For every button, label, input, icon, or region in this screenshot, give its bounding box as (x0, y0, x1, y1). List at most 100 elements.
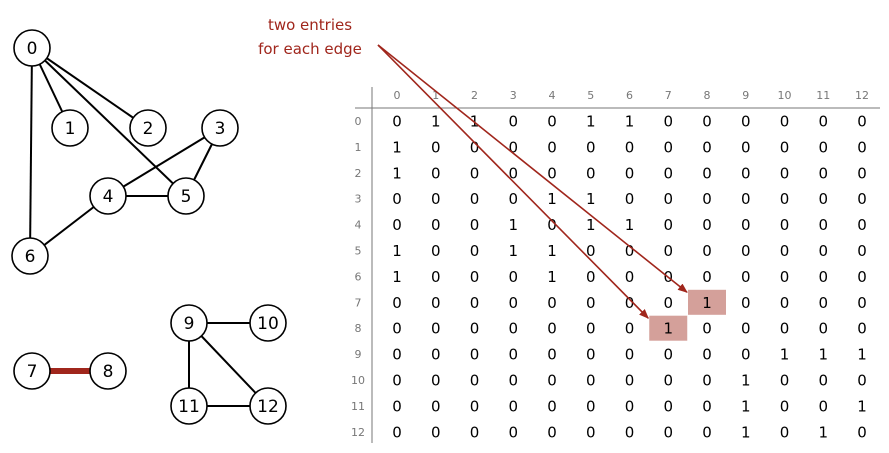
matrix-cell-3-7: 0 (663, 190, 673, 208)
vertex-label: 9 (184, 314, 195, 334)
matrix-cell-6-5: 0 (586, 268, 596, 286)
vertex-label: 11 (178, 397, 200, 417)
matrix-cell-9-4: 0 (547, 346, 557, 364)
matrix-cell-10-7: 0 (663, 372, 673, 390)
column-header-0: 0 (394, 89, 401, 102)
matrix-cell-5-0: 1 (392, 242, 402, 260)
matrix-cell-10-0: 0 (392, 372, 402, 390)
matrix-cell-1-7: 0 (663, 138, 673, 156)
matrix-cell-9-1: 0 (431, 346, 441, 364)
matrix-cell-0-12: 0 (857, 113, 867, 131)
graph-vertex-9: 9 (170, 304, 208, 342)
row-header-12: 12 (351, 426, 365, 439)
graph-vertex-4: 4 (89, 177, 127, 215)
matrix-cell-2-0: 1 (392, 164, 402, 182)
matrix-cell-11-4: 0 (547, 397, 557, 415)
graph-vertex-12: 12 (249, 387, 287, 425)
matrix-cell-7-2: 0 (470, 294, 480, 312)
matrix-cells: 0 1 1 0 0 1 1 0 0 0 0 0 0 1 0 0 0 0 0 0 0 0 0 0 0 0 1 0 0 0 0 0 0 0 0 0 0 0 0 0… (392, 113, 867, 442)
matrix-cell-0-9: 0 (741, 113, 751, 131)
vertex-label: 10 (257, 314, 279, 334)
matrix-cell-5-11: 0 (818, 242, 828, 260)
matrix-cell-11-6: 0 (625, 397, 635, 415)
matrix-cell-4-0: 0 (392, 216, 402, 234)
matrix-highlights (649, 289, 726, 341)
row-header-9: 9 (355, 348, 362, 361)
matrix-cell-6-1: 0 (431, 268, 441, 286)
matrix-cell-1-8: 0 (702, 138, 712, 156)
matrix-cell-4-1: 0 (431, 216, 441, 234)
graph-edge-0-2 (31, 47, 149, 129)
matrix-cell-5-6: 0 (625, 242, 635, 260)
row-header-5: 5 (355, 245, 362, 258)
matrix-cell-12-8: 0 (702, 423, 712, 441)
matrix-cell-3-6: 0 (625, 190, 635, 208)
graph-vertex-2: 2 (129, 109, 167, 147)
matrix-cell-11-5: 0 (586, 397, 596, 415)
matrix-cell-12-2: 0 (470, 423, 480, 441)
matrix-cell-9-0: 0 (392, 346, 402, 364)
matrix-cell-2-4: 0 (547, 164, 557, 182)
graph-vertex-3: 3 (201, 109, 239, 147)
matrix-cell-10-4: 0 (547, 372, 557, 390)
graph-edge-0-6 (29, 47, 33, 257)
column-header-2: 2 (471, 89, 478, 102)
matrix-cell-3-3: 0 (508, 190, 518, 208)
matrix-cell-12-0: 0 (392, 423, 402, 441)
matrix-cell-2-2: 0 (470, 164, 480, 182)
matrix-cell-11-0: 0 (392, 397, 402, 415)
vertex-circle (249, 304, 287, 342)
column-header-6: 6 (626, 89, 633, 102)
matrix-cell-12-6: 0 (625, 423, 635, 441)
matrix-cell-12-7: 0 (663, 423, 673, 441)
matrix-cell-8-12: 0 (857, 320, 867, 338)
column-header-5: 5 (587, 89, 594, 102)
matrix-cell-2-3: 0 (508, 164, 518, 182)
matrix-cell-5-12: 0 (857, 242, 867, 260)
vertex-circle (11, 237, 49, 275)
matrix-cell-8-11: 0 (818, 320, 828, 338)
matrix-cell-11-8: 0 (702, 397, 712, 415)
matrix-cell-4-5: 1 (586, 216, 596, 234)
graph-vertex-10: 10 (249, 304, 287, 342)
column-header-9: 9 (742, 89, 749, 102)
matrix-cell-10-1: 0 (431, 372, 441, 390)
matrix-cell-3-11: 0 (818, 190, 828, 208)
vertex-label: 6 (25, 247, 36, 267)
matrix-cell-1-6: 0 (625, 138, 635, 156)
vertex-circle (249, 387, 287, 425)
matrix-cell-8-2: 0 (470, 320, 480, 338)
graph-vertex-7: 7 (13, 352, 51, 390)
matrix-cell-12-4: 0 (547, 423, 557, 441)
matrix-cell-2-7: 0 (663, 164, 673, 182)
matrix-cell-6-12: 0 (857, 268, 867, 286)
matrix-cell-5-4: 1 (547, 242, 557, 260)
matrix-cell-9-11: 1 (818, 346, 828, 364)
matrix-cell-12-11: 1 (818, 423, 828, 441)
matrix-cell-7-1: 0 (431, 294, 441, 312)
annotation-arrow-2 (377, 44, 649, 319)
matrix-cell-10-5: 0 (586, 372, 596, 390)
matrix-cell-10-12: 0 (857, 372, 867, 390)
matrix-cell-3-8: 0 (702, 190, 712, 208)
row-header-1: 1 (355, 141, 362, 154)
annotation-arrow-1 (377, 44, 688, 293)
row-header-7: 7 (355, 296, 362, 309)
matrix-cell-0-10: 0 (780, 113, 790, 131)
graph-edge-0-5 (31, 47, 187, 197)
matrix-cell-3-10: 0 (780, 190, 790, 208)
matrix-cell-0-11: 0 (818, 113, 828, 131)
row-header-6: 6 (355, 270, 362, 283)
matrix-cell-6-0: 1 (392, 268, 402, 286)
matrix-cell-6-2: 0 (470, 268, 480, 286)
matrix-cell-8-4: 0 (547, 320, 557, 338)
row-header-0: 0 (355, 115, 362, 128)
matrix-cell-9-7: 0 (663, 346, 673, 364)
matrix-cell-6-8: 0 (702, 268, 712, 286)
column-header-11: 11 (816, 89, 830, 102)
matrix-cell-7-12: 0 (857, 294, 867, 312)
